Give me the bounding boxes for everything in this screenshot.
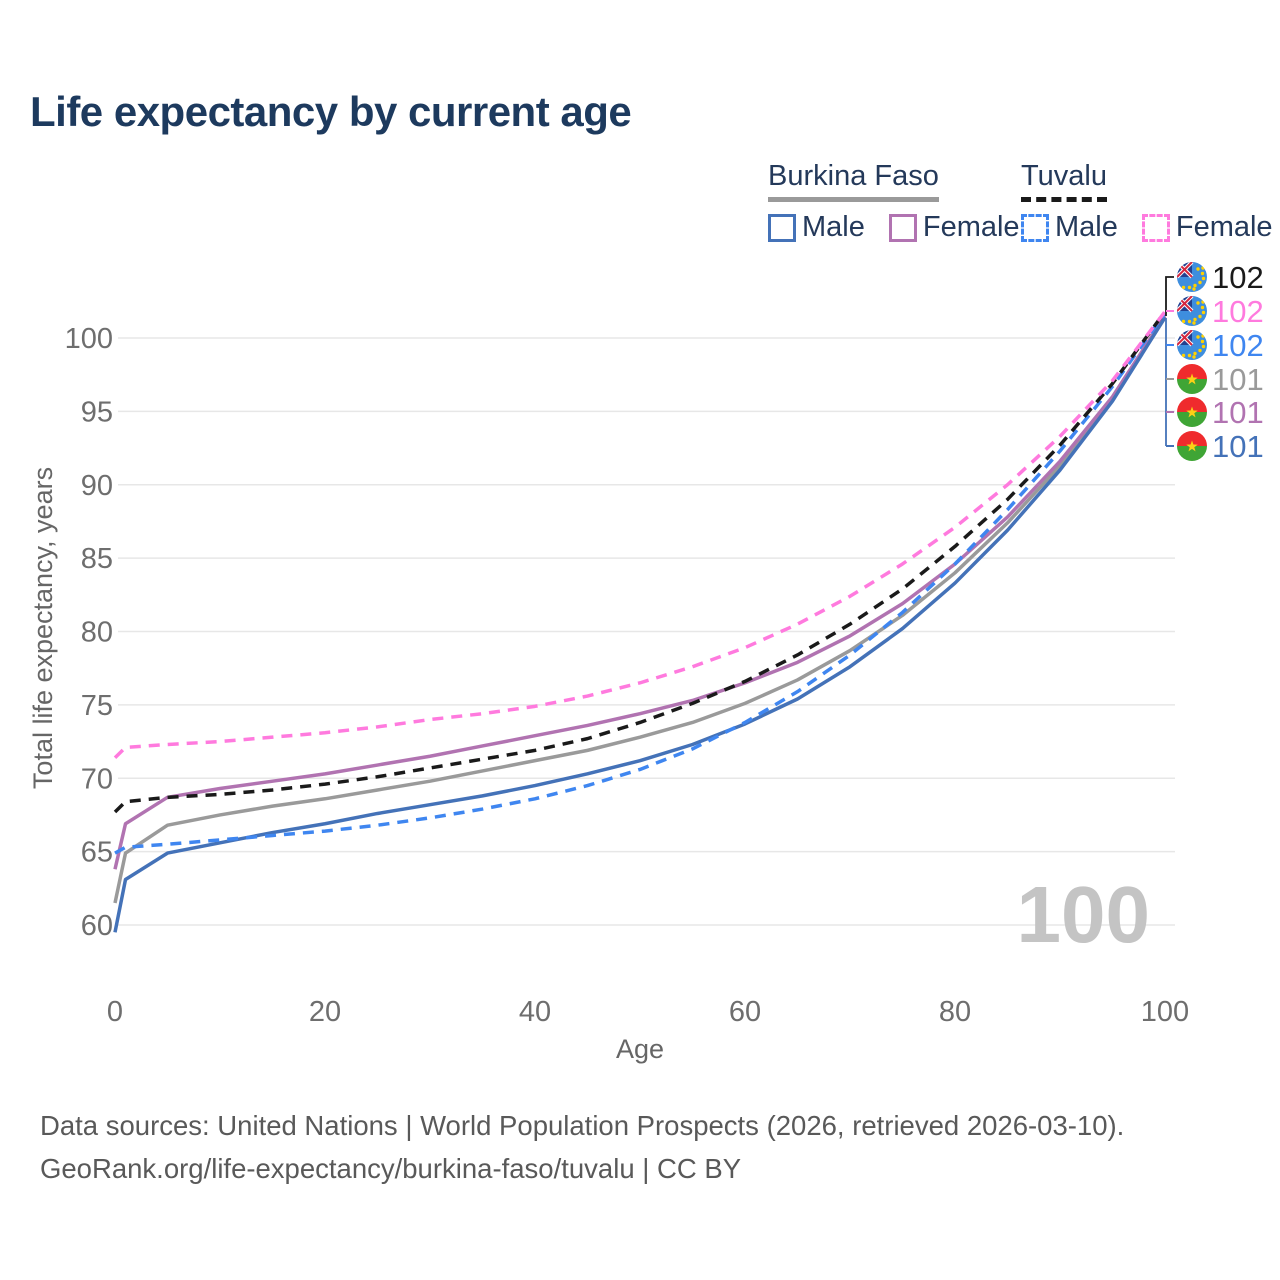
tuvalu-flag-icon [1177,330,1207,360]
legend-item-label: Female [922,211,1020,243]
series-line-burkina-faso-male[interactable] [113,316,1167,933]
x-axis-title: Age [616,1034,664,1064]
x-tick-label: 100 [1141,996,1189,1028]
legend-group-title-tuvalu[interactable]: Tuvalu [1021,160,1107,202]
tuvalu-flag-icon [1177,262,1207,292]
legend-group-tuvalu: Tuvalu Male Female [1021,160,1273,244]
x-tick-label: 60 [729,996,761,1028]
series-line-tuvalu-male[interactable] [114,312,1167,855]
y-tick-label: 70 [81,763,113,795]
x-tick-label: 40 [519,996,551,1028]
solid-line-swatch-icon [888,213,917,242]
end-label-burkina-faso-male[interactable]: 101 [1177,429,1264,464]
dashed-line-swatch-icon [1141,213,1170,242]
legend-item-label: Female [1175,211,1273,243]
burkina-faso-flag-icon [1177,397,1207,427]
x-tick-label: 20 [309,996,341,1028]
end-label-value: 102 [1212,260,1264,295]
end-label-value: 102 [1212,294,1264,329]
y-tick-label: 90 [81,470,113,502]
y-axis-title: Total life expectancy, years [28,467,58,789]
y-tick-label: 65 [81,837,113,869]
end-label-tuvalu-both-sexes[interactable]: 102 [1177,260,1264,295]
dashed-line-swatch-icon [1021,213,1049,242]
burkina-faso-flag-icon [1177,431,1207,461]
end-label-leader [1165,276,1174,316]
end-label-value: 101 [1212,362,1264,397]
x-tick-label: 80 [939,996,971,1028]
data-sources-footer: Data sources: United Nations | World Pop… [40,1104,1124,1190]
series-lines [113,310,1167,933]
x-tick-label: 0 [107,996,123,1028]
gridlines: 60 65 70 75 80 85 90 95 100 0 20 40 60 80 100 [65,323,1190,1028]
age-counter-watermark: 100 [1017,870,1150,959]
y-tick-label: 75 [81,690,113,722]
y-tick-label: 85 [81,543,113,575]
series-line-tuvalu-both-sexes[interactable] [113,310,1167,814]
series-line-burkina-faso-female[interactable] [113,315,1167,870]
end-label-tuvalu-male[interactable]: 102 [1177,328,1264,363]
y-tick-label: 95 [81,396,113,428]
footer-line-sources: Data sources: United Nations | World Pop… [40,1110,1125,1141]
y-tick-label: 80 [81,617,113,649]
series-line-burkina-faso-both-sexes[interactable] [113,316,1167,904]
solid-line-swatch-icon [768,213,796,242]
legend-item-label: Male [802,211,865,243]
end-label-value: 101 [1212,429,1264,464]
end-label-burkina-faso-female[interactable]: 101 [1177,395,1264,430]
legend-item-label: Male [1055,211,1118,243]
end-label-burkina-faso-both-sexes[interactable]: 101 [1177,362,1264,397]
tuvalu-flag-icon [1177,296,1207,326]
end-label-tuvalu-female[interactable]: 102 [1177,294,1264,329]
footer-line-url[interactable]: GeoRank.org/life-expectancy/burkina-faso… [40,1153,742,1184]
end-label-value: 102 [1212,328,1264,363]
legend-group-title-burkina-faso[interactable]: Burkina Faso [768,160,939,202]
burkina-faso-flag-icon [1177,364,1207,394]
y-tick-label: 100 [65,323,113,355]
series-line-tuvalu-female[interactable] [113,310,1167,759]
legend-item-burkina-faso-female[interactable]: Female [888,211,1020,244]
page-title: Life expectancy by current age [30,88,632,135]
legend-group-burkina-faso: Burkina Faso Male Female [768,160,1020,244]
legend-item-tuvalu-female[interactable]: Female [1141,211,1273,244]
end-label-value: 101 [1212,395,1264,430]
y-tick-label: 60 [81,910,113,942]
legend-item-tuvalu-male[interactable]: Male [1021,211,1118,244]
legend-item-burkina-faso-male[interactable]: Male [768,211,865,244]
